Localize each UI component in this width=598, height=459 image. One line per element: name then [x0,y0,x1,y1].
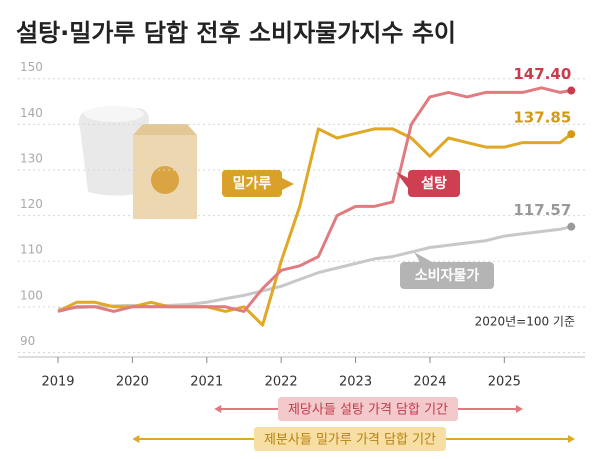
series-line [57,86,572,313]
end-dot [567,130,576,139]
y-tick-label: 110 [20,243,43,257]
period-box [254,427,446,451]
illustration [78,106,197,219]
legend-box [408,170,460,197]
y-tick-label: 120 [20,197,43,211]
period-label: 제당사들 설탕 가격 담합 기간 [288,403,448,418]
legend-label: 소비자물가 [415,268,480,284]
period-box [278,397,458,421]
flour-logo [151,166,179,194]
x-tick-label: 2024 [413,375,446,390]
y-tick-label: 140 [20,106,43,120]
end-dot [567,222,576,231]
legend-pointer [282,178,294,190]
y-tick-label: 130 [20,151,43,165]
legend-label: 설탕 [421,175,447,192]
legend-label: 밀가루 [233,176,272,192]
y-tick-label: 100 [20,288,43,302]
value-label: 117.57 [513,201,571,219]
x-tick-label: 2023 [339,375,372,390]
flour-top [84,106,144,122]
legend-box [400,262,494,289]
legend-pointer [414,252,432,262]
x-tick-label: 2019 [41,375,74,390]
legend-box [222,170,282,197]
x-tick-label: 2022 [265,375,298,390]
period-label: 제분사들 밀가루 가격 담합 기간 [264,433,436,448]
legend-pointer [396,172,408,188]
series-line [57,127,573,327]
x-tick-label: 2021 [190,375,223,390]
y-tick-label: 150 [20,60,43,74]
y-tick-label: 90 [20,334,35,348]
flour-bag-top [133,124,197,135]
series-line [57,225,572,311]
value-label: 137.85 [513,109,571,127]
value-label: 147.40 [513,65,571,83]
x-tick-label: 2025 [488,375,521,390]
x-tick-label: 2020 [116,375,149,390]
end-dot [567,86,576,95]
chart-title: 설탕·밀가루 담합 전후 소비자물가지수 추이 [16,19,456,47]
note: 2020년=100 기준 [475,315,575,329]
